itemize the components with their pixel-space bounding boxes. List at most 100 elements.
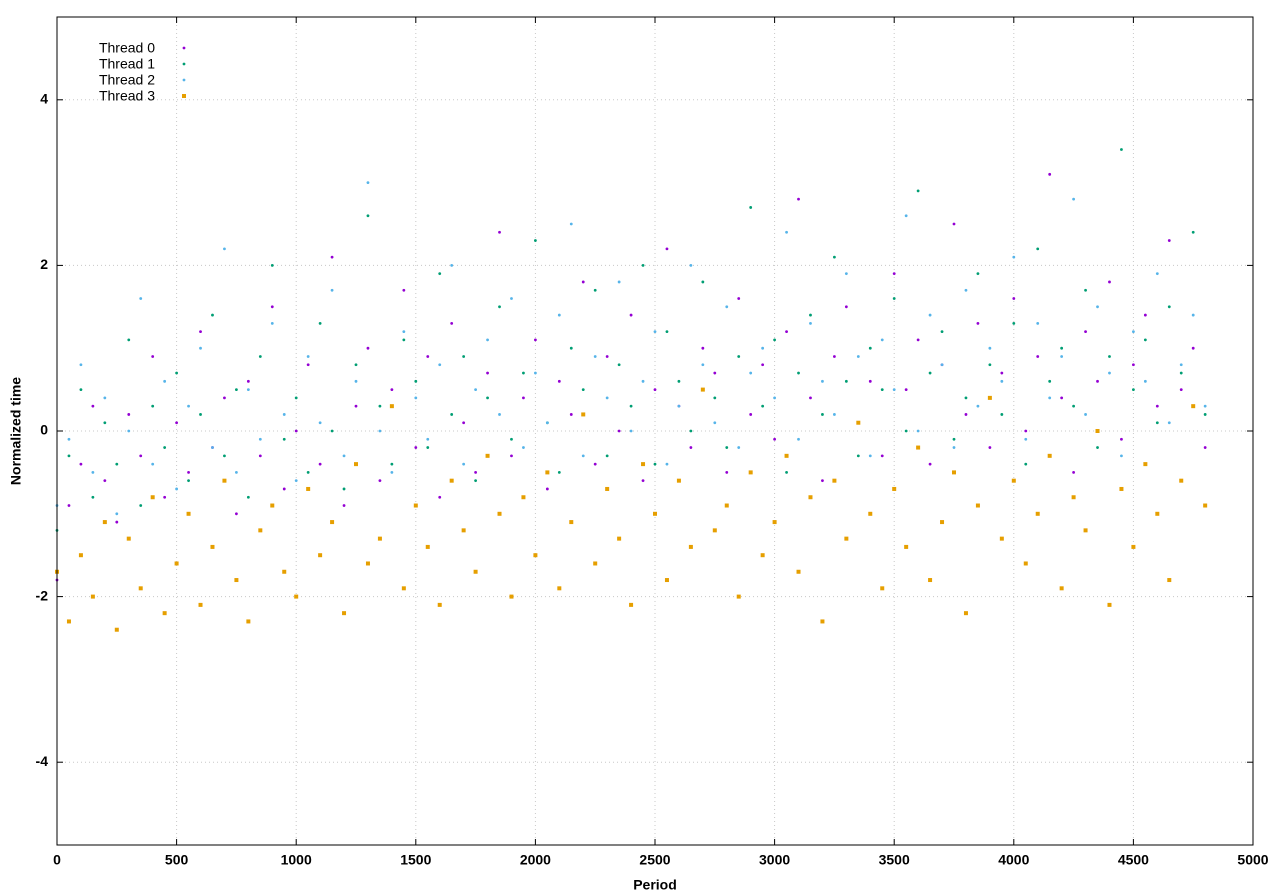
point xyxy=(1024,429,1028,433)
point xyxy=(1072,471,1075,474)
point xyxy=(223,247,226,251)
point xyxy=(737,355,741,358)
point xyxy=(1120,148,1123,151)
point xyxy=(1203,413,1207,416)
point xyxy=(127,413,131,416)
point xyxy=(389,404,394,409)
point xyxy=(653,511,657,516)
point xyxy=(665,247,669,251)
point xyxy=(964,288,968,292)
point xyxy=(1036,321,1040,325)
point xyxy=(103,396,107,400)
point xyxy=(270,321,274,325)
y-tick-label: 0 xyxy=(40,422,48,438)
point xyxy=(294,594,299,599)
y-tick-label: -4 xyxy=(36,753,49,769)
point xyxy=(617,363,621,367)
point xyxy=(1095,429,1100,433)
point xyxy=(712,528,717,533)
point xyxy=(605,396,609,400)
x-axis-label: Period xyxy=(633,877,677,893)
point xyxy=(1096,305,1099,309)
point xyxy=(1084,288,1087,292)
point xyxy=(450,264,454,267)
point xyxy=(987,395,992,400)
x-tick-label: 3500 xyxy=(879,852,910,868)
point xyxy=(844,536,849,541)
point xyxy=(342,454,346,458)
point xyxy=(1011,478,1016,483)
point xyxy=(163,495,167,499)
point xyxy=(749,371,753,375)
point xyxy=(868,346,872,350)
point xyxy=(653,388,657,391)
point xyxy=(115,520,119,524)
y-tick-label: -2 xyxy=(36,587,49,603)
point xyxy=(1155,404,1159,408)
point xyxy=(904,388,908,391)
point xyxy=(1132,388,1135,391)
point xyxy=(545,487,549,491)
point xyxy=(928,313,932,317)
point xyxy=(1167,305,1171,309)
point xyxy=(725,471,729,474)
point xyxy=(1191,346,1195,350)
point xyxy=(1096,379,1099,383)
point xyxy=(797,371,800,375)
point xyxy=(629,602,634,607)
point xyxy=(258,437,262,441)
point xyxy=(1108,371,1111,375)
point xyxy=(700,387,705,392)
point xyxy=(199,346,202,350)
point xyxy=(1012,255,1016,259)
point xyxy=(1143,338,1147,342)
point xyxy=(689,446,693,449)
point xyxy=(306,355,310,358)
x-tick-label: 0 xyxy=(53,852,61,868)
legend-marker xyxy=(182,46,186,50)
point xyxy=(498,413,501,416)
point xyxy=(497,511,502,516)
point xyxy=(234,578,239,583)
point xyxy=(318,553,323,558)
point xyxy=(844,379,848,383)
point xyxy=(1024,462,1028,466)
point xyxy=(593,355,597,358)
point xyxy=(79,462,83,466)
point xyxy=(952,470,956,475)
point xyxy=(904,429,908,433)
point xyxy=(1060,355,1064,358)
point xyxy=(402,338,406,342)
point xyxy=(223,454,226,458)
point xyxy=(318,462,322,466)
point xyxy=(1179,371,1183,375)
point xyxy=(426,355,430,358)
point xyxy=(1024,437,1028,441)
point xyxy=(1083,528,1088,533)
point xyxy=(641,264,645,267)
point xyxy=(175,421,179,425)
point xyxy=(210,544,215,549)
point xyxy=(342,611,347,616)
x-tick-label: 500 xyxy=(165,852,189,868)
point xyxy=(809,313,812,317)
point xyxy=(294,429,298,433)
point xyxy=(222,478,227,483)
point xyxy=(115,462,119,466)
point xyxy=(163,446,167,449)
point xyxy=(1167,421,1171,425)
point xyxy=(199,330,202,334)
point xyxy=(522,371,525,375)
point xyxy=(833,255,836,259)
y-tick-label: 4 xyxy=(40,91,48,107)
point xyxy=(521,495,526,500)
y-axis-label: Normalized time xyxy=(8,377,24,485)
point xyxy=(67,454,71,458)
point xyxy=(522,396,525,400)
point xyxy=(139,297,143,300)
point xyxy=(748,470,753,475)
point xyxy=(569,346,573,350)
point xyxy=(282,413,286,416)
point xyxy=(425,544,430,549)
point xyxy=(1120,454,1123,458)
